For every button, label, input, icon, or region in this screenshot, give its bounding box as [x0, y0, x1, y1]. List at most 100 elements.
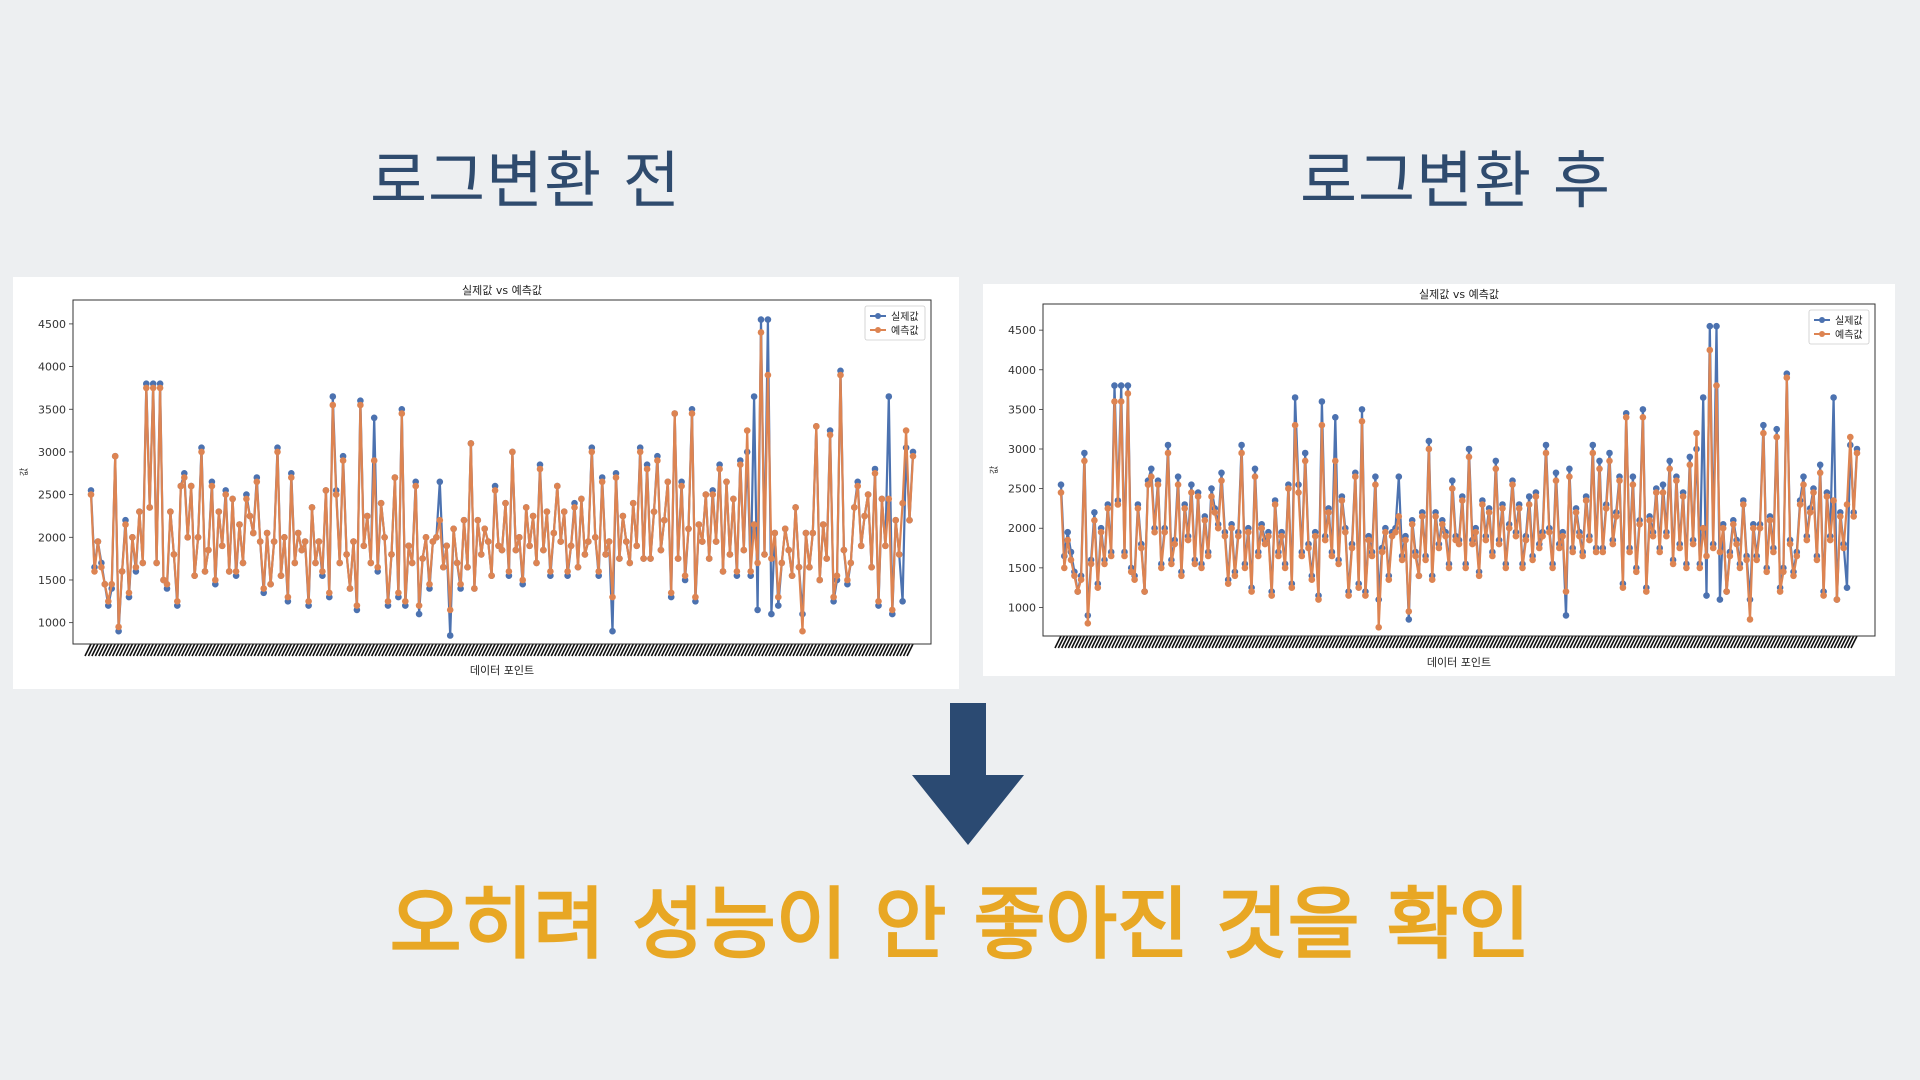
x-tick-mark: [692, 643, 700, 657]
arrow-down-icon: [912, 703, 1024, 845]
x-tick-mark: [609, 643, 617, 657]
x-tick-mark: [491, 643, 500, 657]
data-point-predicted: [602, 551, 609, 558]
x-tick-mark: [402, 643, 410, 657]
x-tick-mark: [1060, 635, 1069, 649]
data-point-predicted: [1730, 521, 1737, 528]
x-tick-mark: [529, 643, 538, 657]
x-tick-mark: [1482, 635, 1490, 649]
x-tick-mark: [1261, 635, 1270, 649]
x-tick-mark: [1295, 635, 1303, 649]
data-point-predicted: [395, 589, 402, 597]
x-tick-mark: [1325, 635, 1333, 649]
x-tick-mark: [422, 643, 431, 657]
data-point-predicted: [802, 529, 810, 537]
x-tick-mark: [1729, 635, 1738, 649]
data-point-predicted: [1756, 524, 1764, 532]
data-point-predicted: [1669, 560, 1677, 568]
x-tick-mark: [243, 643, 251, 657]
data-point-predicted: [1194, 493, 1202, 500]
data-point-actual: [329, 393, 337, 400]
data-point-predicted: [191, 572, 198, 579]
data-point-predicted: [243, 495, 250, 503]
data-point-predicted: [232, 568, 240, 575]
x-tick-mark: [1408, 635, 1417, 649]
x-tick-mark: [768, 643, 776, 657]
x-tick-mark: [1489, 635, 1497, 649]
x-tick-mark: [1739, 635, 1748, 649]
data-point-predicted: [709, 491, 716, 498]
data-point-predicted: [716, 465, 723, 473]
data-point-predicted: [688, 410, 696, 417]
x-tick-mark: [1181, 635, 1189, 649]
x-tick-mark: [505, 643, 514, 657]
x-tick-mark: [460, 643, 469, 657]
legend-swatch-marker: [1819, 331, 1825, 337]
data-point-predicted: [149, 384, 157, 392]
data-point-predicted: [136, 508, 143, 515]
x-tick-mark: [1395, 635, 1403, 649]
data-point-predicted: [1653, 489, 1660, 496]
x-tick-mark: [1622, 635, 1631, 649]
data-point-predicted: [1699, 524, 1707, 532]
data-point-predicted: [554, 482, 561, 490]
x-tick-mark: [619, 643, 628, 657]
x-tick-mark: [312, 643, 320, 657]
x-tick-mark: [1519, 635, 1527, 649]
x-tick-mark: [1382, 635, 1390, 649]
x-tick-mark: [844, 643, 852, 657]
data-point-actual: [1666, 457, 1673, 465]
data-point-predicted: [1124, 390, 1132, 397]
data-point-predicted: [1686, 461, 1694, 469]
x-tick-mark: [1455, 635, 1464, 649]
x-tick-mark: [412, 643, 420, 657]
data-point-actual: [1091, 509, 1098, 516]
data-point-predicted: [1318, 421, 1326, 429]
data-point-predicted: [1328, 552, 1336, 560]
data-point-predicted: [1171, 540, 1178, 548]
data-point-predicted: [187, 482, 195, 490]
x-tick-mark: [377, 643, 386, 657]
x-tick-mark: [1472, 635, 1480, 649]
x-tick-mark: [1780, 635, 1788, 649]
data-point-predicted: [1114, 501, 1122, 508]
data-point-predicted: [844, 576, 851, 584]
x-tick-mark: [585, 643, 593, 657]
x-tick-mark: [830, 643, 838, 657]
x-axis-label: 데이터 포인트: [470, 664, 534, 677]
x-tick-mark: [1469, 635, 1477, 649]
x-tick-mark: [1448, 635, 1457, 649]
data-point-predicted: [440, 563, 447, 571]
x-tick-mark: [1602, 635, 1611, 649]
x-tick-mark: [1499, 635, 1507, 649]
x-tick-mark: [1057, 635, 1066, 649]
x-tick-mark: [1505, 635, 1514, 649]
x-tick-mark: [709, 643, 717, 657]
x-tick-mark: [1054, 635, 1062, 649]
data-point-predicted: [1639, 414, 1647, 421]
data-point-predicted: [1439, 521, 1446, 528]
data-point-predicted: [1107, 552, 1115, 560]
x-tick-mark: [643, 643, 652, 657]
x-tick-mark: [1201, 635, 1209, 649]
chart-title: 실제값 vs 예측값: [1419, 288, 1499, 301]
data-point-predicted: [174, 598, 181, 605]
data-point-predicted: [1265, 532, 1272, 540]
data-point-predicted: [792, 504, 799, 511]
data-point-predicted: [564, 568, 571, 575]
x-tick-mark: [1318, 635, 1326, 649]
x-tick-mark: [892, 643, 900, 657]
x-tick-mark: [1659, 635, 1668, 649]
data-point-predicted: [1689, 540, 1697, 548]
x-tick-mark: [308, 643, 317, 657]
data-point-predicted: [1716, 548, 1724, 556]
x-tick-mark: [712, 643, 721, 657]
data-point-predicted: [1164, 449, 1172, 457]
data-point-predicted: [609, 593, 616, 601]
x-tick-mark: [1157, 635, 1166, 649]
x-tick-mark: [1251, 635, 1260, 649]
x-tick-mark: [560, 643, 569, 657]
data-point-predicted: [1071, 572, 1078, 580]
data-point-predicted: [1566, 473, 1573, 480]
x-tick-mark: [502, 643, 510, 657]
